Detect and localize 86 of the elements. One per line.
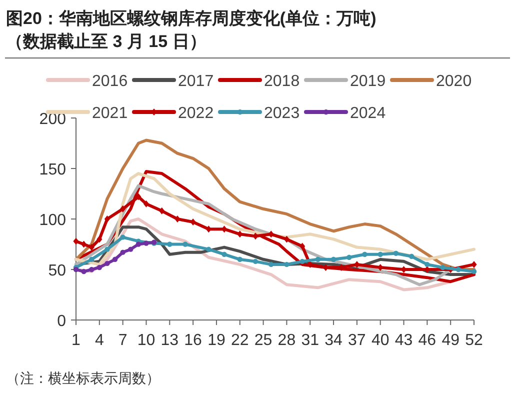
- point: [330, 256, 336, 262]
- x-tick-label: 34: [324, 332, 343, 349]
- x-tick-label: 7: [118, 332, 128, 349]
- point: [300, 258, 305, 264]
- point: [206, 246, 212, 252]
- legend-label: 2019: [350, 73, 386, 90]
- legend-label: 2024: [350, 105, 386, 122]
- y-tick-label: 150: [39, 162, 66, 178]
- legend-label: 2016: [92, 73, 128, 90]
- point: [167, 242, 172, 247]
- legend-label: 2021: [92, 105, 128, 122]
- point: [222, 252, 227, 257]
- point: [284, 262, 290, 268]
- legend-label: 2017: [178, 73, 214, 90]
- x-tick-label: 52: [465, 332, 483, 349]
- x-tick-label: 40: [371, 332, 390, 349]
- point: [237, 256, 242, 262]
- point: [136, 242, 142, 247]
- y-tick-label: 0: [57, 313, 66, 330]
- point: [284, 236, 290, 243]
- x-tick-label: 4: [94, 332, 104, 349]
- point: [96, 236, 102, 243]
- point: [362, 252, 368, 257]
- point: [252, 258, 258, 264]
- x-tick-label: 10: [137, 332, 156, 349]
- point: [112, 256, 118, 262]
- legend-label: 2020: [436, 73, 472, 90]
- x-tick-label: 19: [208, 332, 226, 349]
- x-tick-label: 25: [254, 332, 272, 349]
- chart-subtitle: （数据截止至 3 月 15 日）: [6, 32, 206, 51]
- x-tick-label: 49: [442, 332, 460, 349]
- point: [408, 254, 414, 259]
- legend-label: 2022: [178, 105, 214, 122]
- point: [89, 256, 94, 262]
- point: [393, 250, 399, 256]
- legend-label: 2018: [264, 73, 300, 90]
- point: [96, 264, 102, 270]
- point: [73, 238, 79, 245]
- point: [120, 250, 126, 255]
- point: [300, 242, 306, 250]
- point: [378, 252, 383, 257]
- x-tick-label: 16: [184, 332, 202, 349]
- x-tick-label: 31: [301, 332, 320, 349]
- point: [81, 268, 86, 274]
- point: [456, 266, 461, 272]
- point: [471, 268, 477, 274]
- point: [143, 200, 150, 208]
- x-tick-label: 28: [278, 332, 296, 349]
- point: [440, 264, 446, 270]
- point: [104, 260, 110, 266]
- point: [104, 246, 110, 252]
- point: [346, 254, 352, 260]
- point: [159, 207, 165, 214]
- point: [128, 246, 134, 252]
- point: [378, 264, 384, 271]
- point: [252, 232, 258, 240]
- point: [182, 242, 188, 247]
- x-tick-label: 22: [230, 332, 249, 349]
- point: [424, 262, 430, 268]
- point: [120, 205, 126, 212]
- point: [104, 216, 110, 222]
- point: [354, 260, 360, 268]
- point: [120, 234, 126, 240]
- point: [88, 244, 94, 251]
- point: [89, 266, 94, 272]
- point: [81, 240, 87, 248]
- point: [237, 230, 243, 238]
- point: [268, 230, 274, 238]
- y-tick-label: 50: [48, 262, 66, 280]
- x-tick-label: 1: [72, 332, 81, 349]
- point: [471, 260, 477, 268]
- y-tick-label: 100: [39, 212, 66, 229]
- point: [206, 226, 212, 233]
- x-tick-label: 46: [418, 332, 436, 349]
- point: [307, 260, 313, 268]
- x-tick-label: 37: [348, 332, 366, 349]
- point: [315, 256, 321, 262]
- x-tick-label: 13: [160, 332, 179, 349]
- point: [268, 262, 274, 268]
- point: [174, 216, 180, 222]
- point: [144, 240, 149, 246]
- point: [190, 218, 196, 226]
- x-tick-label: 43: [394, 332, 413, 349]
- text: （注：横坐标表示周数）: [6, 370, 160, 386]
- chart-title: 图20：华南地区螺纹钢库存周度变化(单位：万吨): [6, 9, 376, 28]
- legend-label: 2023: [264, 105, 300, 122]
